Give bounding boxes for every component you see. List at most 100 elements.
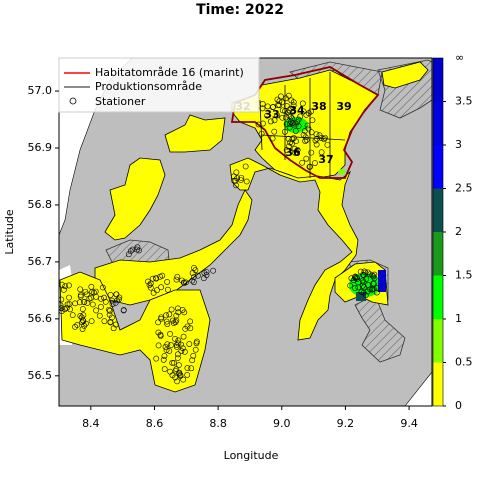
- station: [238, 174, 245, 181]
- station: [303, 155, 310, 162]
- area-label: 38: [311, 100, 326, 113]
- colorbar-tick-label: 0: [455, 399, 462, 412]
- station: [174, 355, 181, 361]
- station: [171, 359, 177, 366]
- station: [178, 348, 185, 354]
- station: [279, 114, 286, 121]
- station: [186, 341, 193, 347]
- station: [113, 291, 120, 298]
- station: [178, 341, 184, 348]
- station: [169, 359, 176, 366]
- legend: Habitatområde 16 (marint) Produktionsomr…: [58, 57, 260, 113]
- water-bodies: [59, 61, 429, 393]
- station: [77, 312, 84, 319]
- station: [157, 273, 164, 280]
- station: [267, 118, 274, 125]
- station: [173, 276, 180, 283]
- station: [90, 289, 97, 296]
- station: [370, 285, 377, 292]
- station: [109, 301, 116, 308]
- station: [107, 291, 114, 298]
- area-label: 34: [289, 104, 305, 117]
- station: [66, 301, 73, 307]
- legend-marker: [69, 97, 77, 105]
- station: [260, 120, 266, 127]
- station: [69, 312, 76, 319]
- station: [184, 323, 191, 330]
- water: [104, 157, 166, 241]
- water: [164, 114, 226, 153]
- station: [269, 104, 276, 111]
- station: [364, 288, 371, 295]
- y-tick-label: 56.7: [28, 255, 53, 268]
- station: [82, 320, 89, 327]
- station: [108, 297, 115, 304]
- station: [308, 149, 315, 156]
- x-tick-label: 9.4: [400, 417, 418, 430]
- station: [309, 117, 316, 124]
- station: [176, 370, 183, 377]
- station: [373, 289, 380, 296]
- station: [274, 96, 281, 103]
- colorbar-tick-label: 0.5: [455, 356, 473, 369]
- station: [308, 129, 315, 136]
- station: [190, 352, 197, 359]
- station: [86, 295, 93, 302]
- water: [229, 157, 359, 341]
- station: [175, 340, 182, 347]
- station: [110, 325, 117, 332]
- station: [189, 277, 196, 284]
- station: [79, 319, 86, 326]
- station: [89, 301, 96, 308]
- x-tick-label: 8.4: [82, 417, 100, 430]
- station: [166, 348, 173, 354]
- station: [160, 356, 167, 363]
- station: [354, 276, 361, 282]
- station: [183, 279, 189, 286]
- station: [231, 177, 238, 184]
- station: [153, 275, 160, 282]
- station: [306, 163, 313, 170]
- station: [88, 283, 95, 290]
- station: [242, 163, 249, 170]
- station: [158, 284, 165, 291]
- station: [189, 357, 196, 364]
- station: [155, 319, 161, 326]
- station: [312, 137, 319, 144]
- station: [324, 141, 331, 148]
- station: [175, 309, 182, 316]
- water: [381, 61, 429, 89]
- station: [289, 140, 296, 147]
- station: [101, 318, 108, 325]
- station: [153, 355, 160, 362]
- station: [79, 326, 86, 332]
- colorbar-band: [433, 58, 443, 102]
- station: [163, 318, 170, 325]
- station: [288, 97, 295, 104]
- station: [147, 284, 154, 291]
- station: [98, 303, 104, 310]
- y-tick-label: 57.0: [28, 84, 53, 97]
- station: [177, 371, 184, 378]
- station: [286, 113, 293, 120]
- area-label: 37: [318, 153, 333, 166]
- station: [282, 108, 288, 114]
- station: [300, 131, 307, 138]
- station: [174, 378, 180, 385]
- station: [243, 178, 250, 185]
- station: [120, 307, 127, 314]
- station: [74, 322, 81, 328]
- station: [312, 160, 318, 166]
- station: [78, 314, 85, 321]
- station: [173, 342, 180, 348]
- colorbar-band: [433, 232, 443, 276]
- station: [290, 135, 297, 141]
- station: [127, 248, 134, 254]
- station: [297, 113, 304, 120]
- station: [184, 365, 191, 371]
- station: [163, 312, 169, 319]
- station: [174, 273, 181, 280]
- station: [292, 128, 299, 134]
- station: [157, 333, 164, 339]
